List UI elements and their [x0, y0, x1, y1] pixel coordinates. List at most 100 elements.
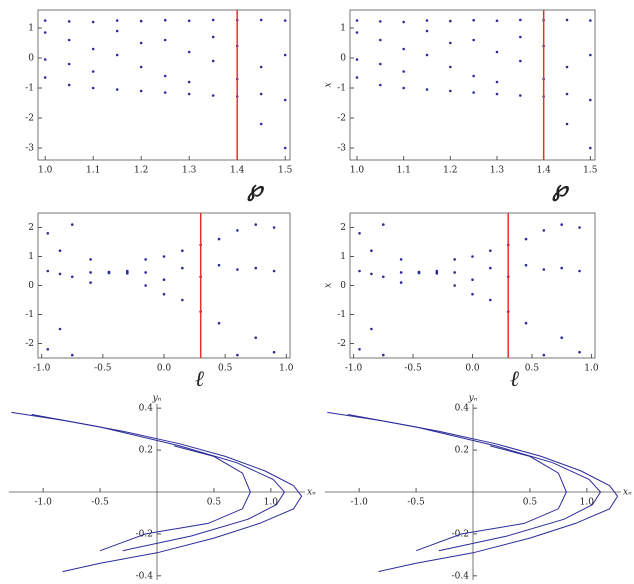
y-tick-label: 1 — [340, 252, 346, 262]
point — [542, 268, 546, 271]
point — [43, 19, 47, 22]
x-tick-label: 1.0 — [584, 364, 599, 374]
y-tick-label: 1 — [28, 24, 34, 34]
point — [187, 80, 191, 84]
point — [578, 269, 581, 273]
point — [58, 327, 62, 331]
point — [91, 47, 95, 51]
point — [46, 269, 50, 273]
point — [358, 269, 361, 273]
plot-frame — [349, 212, 596, 359]
point — [379, 83, 382, 87]
point — [43, 76, 47, 79]
point — [163, 18, 167, 22]
point — [283, 98, 287, 102]
point — [402, 70, 405, 73]
point — [370, 327, 373, 331]
y-tick-label: 0.2 — [139, 446, 153, 456]
point — [211, 59, 215, 63]
x-tick-label: -1.0 — [350, 498, 368, 508]
y-tick-label: 0 — [340, 281, 346, 291]
point — [560, 266, 563, 270]
point — [425, 88, 429, 91]
point — [187, 92, 191, 96]
point — [107, 271, 111, 275]
point — [519, 18, 522, 22]
plot-frame — [37, 212, 291, 359]
y-tick-label: 0.2 — [455, 446, 469, 456]
y-tick-label: 2 — [340, 223, 346, 233]
attractor-curve — [347, 414, 602, 552]
y-tick-label: 1 — [340, 24, 346, 34]
point — [254, 223, 258, 226]
point — [139, 41, 143, 45]
point — [471, 278, 474, 282]
point — [565, 92, 569, 96]
point — [425, 29, 429, 33]
y-tick-label: 0.4 — [455, 404, 470, 414]
y-tick-label: -2 — [25, 114, 34, 124]
point — [187, 19, 191, 23]
point — [524, 321, 528, 325]
point — [472, 18, 475, 22]
point — [139, 19, 143, 23]
point — [91, 20, 95, 24]
point — [417, 271, 421, 275]
point — [217, 237, 221, 241]
y-axis-label: x — [324, 283, 334, 288]
point — [519, 94, 522, 97]
point — [254, 336, 258, 340]
point — [399, 281, 403, 284]
point — [382, 223, 385, 226]
point — [471, 255, 474, 258]
point — [236, 268, 239, 271]
x-tick-label: 1.0 — [350, 166, 365, 176]
y-axis-label: yₙ — [152, 394, 162, 404]
x-tick-label: 1.2 — [443, 166, 457, 176]
point — [471, 292, 474, 296]
y-tick-label: 0 — [28, 281, 34, 291]
x-axis-label: xₙ — [307, 488, 316, 498]
point — [181, 266, 184, 270]
point — [489, 249, 492, 252]
point — [355, 58, 359, 61]
point — [162, 278, 166, 282]
point — [560, 336, 563, 340]
point — [519, 59, 522, 63]
x-tick-label: 0.0 — [157, 364, 172, 374]
x-tick-label: 0.5 — [207, 498, 222, 508]
point — [453, 271, 456, 274]
y-tick-label: -3 — [337, 144, 346, 154]
attractor-curve — [415, 445, 567, 552]
point — [399, 258, 403, 261]
y-tick-label: 1 — [28, 252, 34, 262]
x-tick-label: -0.5 — [94, 364, 112, 374]
point — [565, 65, 569, 69]
point — [43, 31, 47, 34]
x-tick-label: -1.0 — [345, 364, 363, 374]
point — [211, 18, 215, 22]
point — [115, 88, 119, 91]
point — [379, 62, 382, 66]
point — [449, 19, 452, 23]
y-tick-label: -1 — [337, 84, 346, 94]
point — [272, 226, 276, 229]
point — [565, 18, 569, 22]
point — [495, 80, 499, 84]
x-tick-label: 1.3 — [182, 166, 197, 176]
point — [163, 91, 167, 94]
point — [449, 65, 452, 69]
x-tick-label: 1.2 — [134, 166, 148, 176]
x-tick-label: 1.4 — [537, 166, 552, 176]
point — [472, 74, 475, 78]
x-axis-label: ℘ — [551, 176, 569, 202]
y-tick-label: 0 — [340, 54, 346, 64]
point — [89, 258, 92, 261]
point — [283, 146, 287, 150]
y-tick-label: 0 — [28, 54, 34, 64]
point — [449, 89, 452, 93]
point — [272, 350, 276, 354]
y-tick-label: -1 — [337, 310, 346, 320]
point — [211, 35, 215, 39]
point — [589, 146, 592, 150]
